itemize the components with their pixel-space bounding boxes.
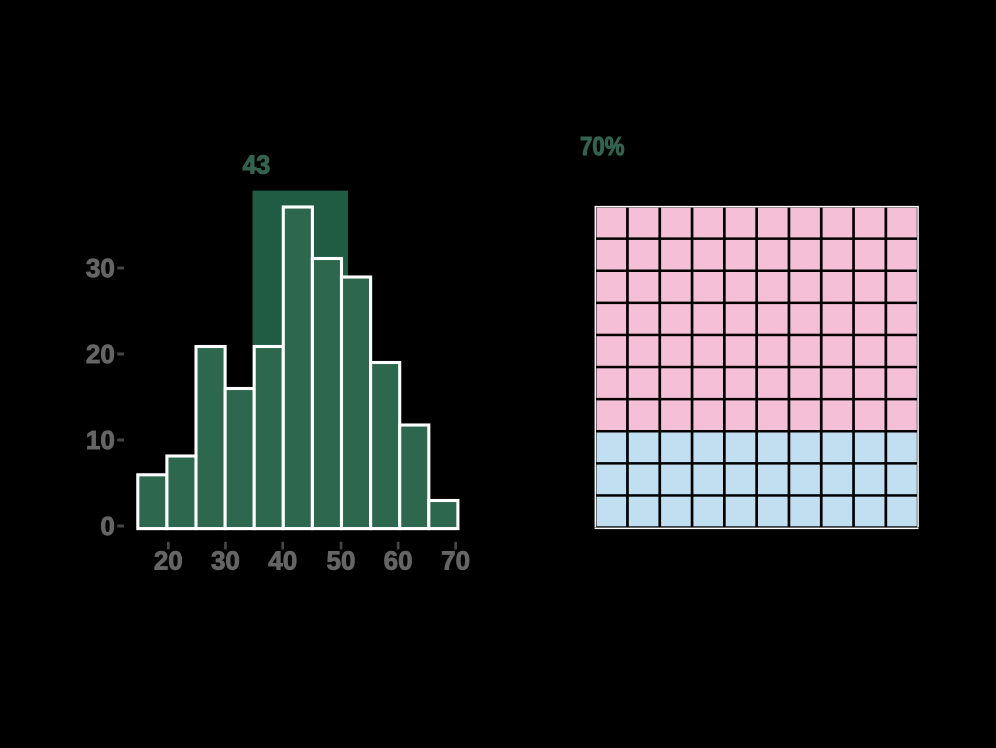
svg-text:30: 30: [211, 545, 240, 575]
svg-text:20: 20: [154, 545, 183, 575]
svg-text:50: 50: [327, 545, 356, 575]
svg-text:70%: 70%: [580, 131, 625, 161]
svg-text:30: 30: [86, 253, 115, 283]
svg-text:43: 43: [243, 150, 271, 180]
svg-text:10: 10: [86, 425, 115, 455]
svg-text:60: 60: [384, 545, 413, 575]
svg-text:40: 40: [268, 545, 297, 575]
svg-text:20: 20: [86, 339, 115, 369]
svg-text:70: 70: [441, 545, 470, 575]
svg-text:0: 0: [100, 511, 114, 541]
